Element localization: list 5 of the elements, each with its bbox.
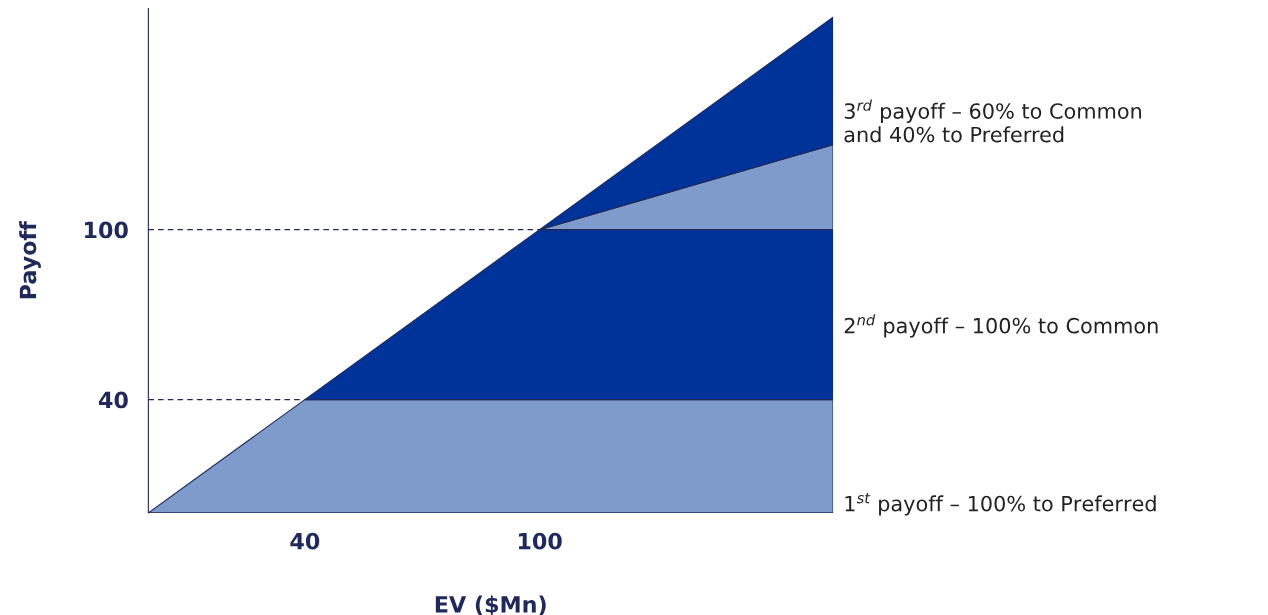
text: 3$^{rd}$ payoff – 60% to Common and 40% to Preferred [844, 99, 1142, 143]
text: 2$^{nd}$ payoff – 100% to Common [844, 314, 1158, 338]
text: 1$^{st}$ payoff – 100% to Preferred [845, 492, 1156, 516]
x-axis-title: EV ($Mn) [435, 595, 546, 615]
y-axis-title: Payoff [19, 221, 41, 299]
